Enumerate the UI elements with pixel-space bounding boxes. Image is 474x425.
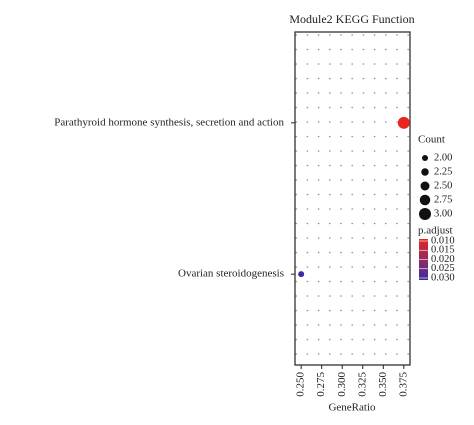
x-axis-label: GeneRatio xyxy=(328,402,376,414)
color-legend-label: 0.015 xyxy=(431,245,455,256)
size-legend-label: 2.50 xyxy=(434,180,452,191)
y-tick-label: Ovarian steroidogenesis xyxy=(178,268,284,280)
x-tick-label: 0.375 xyxy=(397,372,409,397)
size-legend-title: Count xyxy=(418,134,445,146)
color-legend-label: 0.030 xyxy=(431,272,455,283)
x-tick-label: 0.250 xyxy=(295,372,307,397)
size-legend-label: 2.00 xyxy=(434,152,452,163)
size-legend-label: 3.00 xyxy=(434,208,452,219)
chart-title: Module2 KEGG Function xyxy=(289,12,414,26)
size-legend-dot xyxy=(419,208,431,220)
size-legend-dot xyxy=(419,194,431,206)
color-legend-label: 0.020 xyxy=(431,254,455,265)
size-legend-label: 2.75 xyxy=(434,194,452,205)
x-tick-label: 0.275 xyxy=(315,372,327,397)
dot xyxy=(298,271,305,278)
x-tick-label: 0.350 xyxy=(377,372,389,397)
dot xyxy=(397,116,410,129)
size-legend-label: 2.25 xyxy=(434,166,452,177)
x-tick-label: 0.325 xyxy=(356,372,368,397)
color-legend-title: p.adjust xyxy=(418,225,453,237)
color-legend-label: 0.010 xyxy=(431,235,455,246)
color-legend-label: 0.025 xyxy=(431,263,455,274)
plot-background xyxy=(295,32,410,365)
size-legend-dot xyxy=(420,181,430,191)
size-legend-dot xyxy=(421,168,429,176)
x-tick-label: 0.300 xyxy=(336,372,348,397)
y-tick-label: Parathyroid hormone synthesis, secretion… xyxy=(54,116,284,128)
plot-frame xyxy=(294,31,411,366)
size-legend-dot xyxy=(422,155,428,161)
